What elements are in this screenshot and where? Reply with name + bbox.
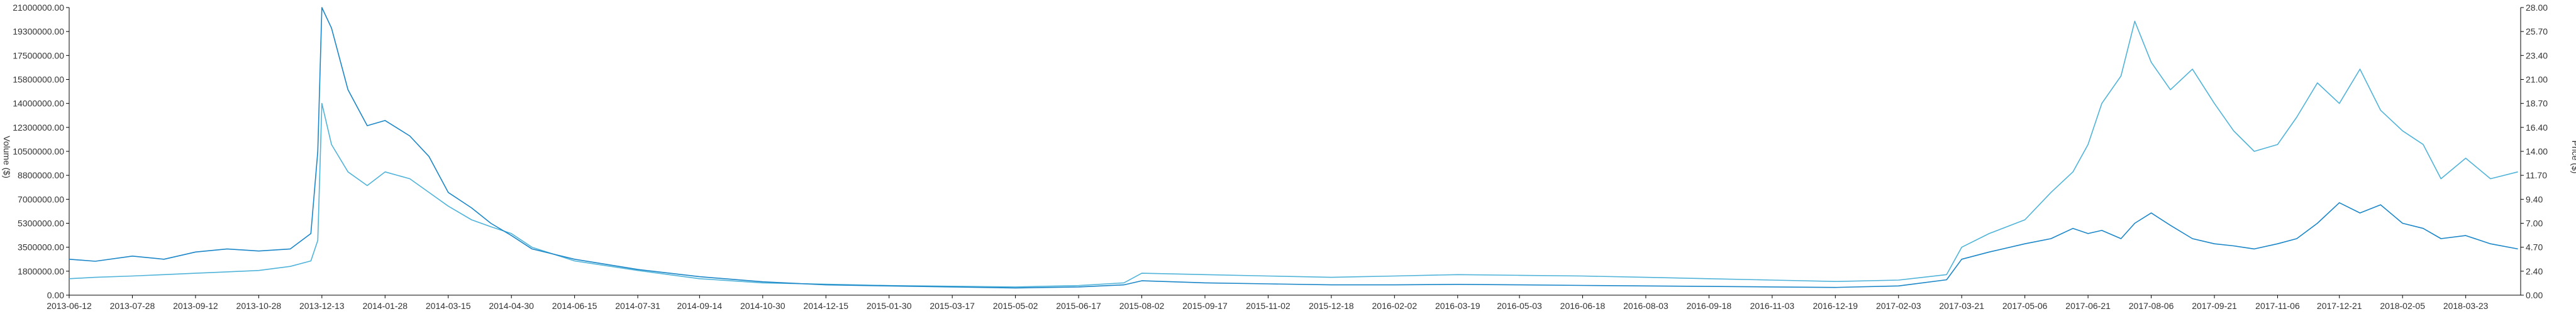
x-tick-label: 2013-09-12 xyxy=(173,301,218,311)
x-tick-label: 2015-06-17 xyxy=(1056,301,1101,311)
x-tick-label: 2016-09-18 xyxy=(1687,301,1732,311)
y-right-tick-label: 21.00 xyxy=(2526,75,2548,85)
x-tick-label: 2016-02-02 xyxy=(1372,301,1418,311)
x-tick-label: 2018-02-05 xyxy=(2380,301,2425,311)
y-left-tick-label: 21000000.00 xyxy=(13,3,64,13)
x-tick-label: 2017-12-21 xyxy=(2317,301,2362,311)
y-right-tick-label: 9.40 xyxy=(2526,194,2543,204)
volume-series-line xyxy=(69,20,2518,288)
y-right-tick-label: 14.00 xyxy=(2526,146,2548,156)
y-right-tick-label: 7.00 xyxy=(2526,219,2543,229)
x-tick-label: 2017-02-03 xyxy=(1876,301,1921,311)
x-tick-label: 2016-06-18 xyxy=(1560,301,1606,311)
x-tick-label: 2015-12-18 xyxy=(1309,301,1354,311)
x-tick-label: 2016-08-03 xyxy=(1623,301,1668,311)
y-left-tick-label: 0.00 xyxy=(47,290,64,300)
x-tick-label: 2014-04-30 xyxy=(489,301,534,311)
x-tick-label: 2017-09-21 xyxy=(2192,301,2237,311)
x-tick-label: 2017-11-06 xyxy=(2255,301,2300,311)
y-left-tick-label: 10500000.00 xyxy=(13,146,64,156)
y-left-tick-label: 14000000.00 xyxy=(13,99,64,109)
y-left-tick-label: 19300000.00 xyxy=(13,26,64,36)
y-right-tick-label: 25.70 xyxy=(2526,26,2548,36)
x-tick-label: 2013-06-12 xyxy=(47,301,92,311)
y-left-tick-label: 8800000.00 xyxy=(18,170,64,180)
x-tick-label: 2013-07-28 xyxy=(110,301,155,311)
x-tick-label: 2015-03-17 xyxy=(930,301,975,311)
axes: 0.00 1800000.00 3500000.00 5300000.00 700000… xyxy=(13,3,2548,311)
y-right-tick-label: 0.00 xyxy=(2526,290,2543,300)
y-left-tick-label: 7000000.00 xyxy=(18,194,64,204)
x-tick-label: 2015-11-02 xyxy=(1246,301,1291,311)
series-layer xyxy=(69,7,2518,289)
x-tick-label: 2017-08-06 xyxy=(2129,301,2174,311)
x-tick-label: 2016-12-19 xyxy=(1813,301,1858,311)
x-tick-label: 2014-01-28 xyxy=(362,301,408,311)
y-right-tick-label: 18.70 xyxy=(2526,99,2548,109)
x-tick-label: 2014-10-30 xyxy=(740,301,786,311)
x-tick-label: 2015-08-02 xyxy=(1119,301,1165,311)
x-tick-label: 2017-05-06 xyxy=(2002,301,2048,311)
y-right-tick-label: 2.40 xyxy=(2526,266,2543,276)
y-right-tick-label: 23.40 xyxy=(2526,50,2548,60)
y-right-tick-label: 4.70 xyxy=(2526,242,2543,252)
y-left-tick-label: 3500000.00 xyxy=(18,242,64,252)
x-tick-label: 2017-03-21 xyxy=(1939,301,1984,311)
x-tick-label: 2016-05-03 xyxy=(1497,301,1542,311)
y-left-tick-label: 5300000.00 xyxy=(18,219,64,229)
x-tick-label: 2015-05-02 xyxy=(993,301,1038,311)
y-left-tick-label: 17500000.00 xyxy=(13,50,64,60)
y-left-tick-label: 1800000.00 xyxy=(18,266,64,276)
x-tick-label: 2015-09-17 xyxy=(1182,301,1228,311)
x-tick-label: 2017-06-21 xyxy=(2065,301,2111,311)
x-tick-label: 2014-07-31 xyxy=(615,301,660,311)
x-tick-label: 2016-03-19 xyxy=(1435,301,1480,311)
x-tick-label: 2014-03-15 xyxy=(426,301,471,311)
x-tick-label: 2013-10-28 xyxy=(236,301,282,311)
x-tick-label: 2018-03-23 xyxy=(2443,301,2489,311)
y-left-axis-title: Volume ($) xyxy=(2,136,12,178)
y-right-tick-label: 28.00 xyxy=(2526,3,2548,13)
x-tick-label: 2015-01-30 xyxy=(867,301,912,311)
x-tick-label: 2013-12-13 xyxy=(299,301,345,311)
y-right-tick-label: 16.40 xyxy=(2526,122,2548,133)
x-tick-label: 2014-09-14 xyxy=(677,301,723,311)
y-right-tick-label: 11.70 xyxy=(2526,170,2547,180)
price-series-line xyxy=(69,7,2518,289)
y-left-tick-label: 12300000.00 xyxy=(13,122,64,133)
x-tick-label: 2014-06-15 xyxy=(552,301,597,311)
x-tick-label: 2016-11-03 xyxy=(1750,301,1795,311)
x-tick-label: 2014-12-15 xyxy=(803,301,848,311)
y-left-tick-label: 15800000.00 xyxy=(13,75,64,85)
y-right-axis-title: Price ($) xyxy=(2570,141,2576,174)
